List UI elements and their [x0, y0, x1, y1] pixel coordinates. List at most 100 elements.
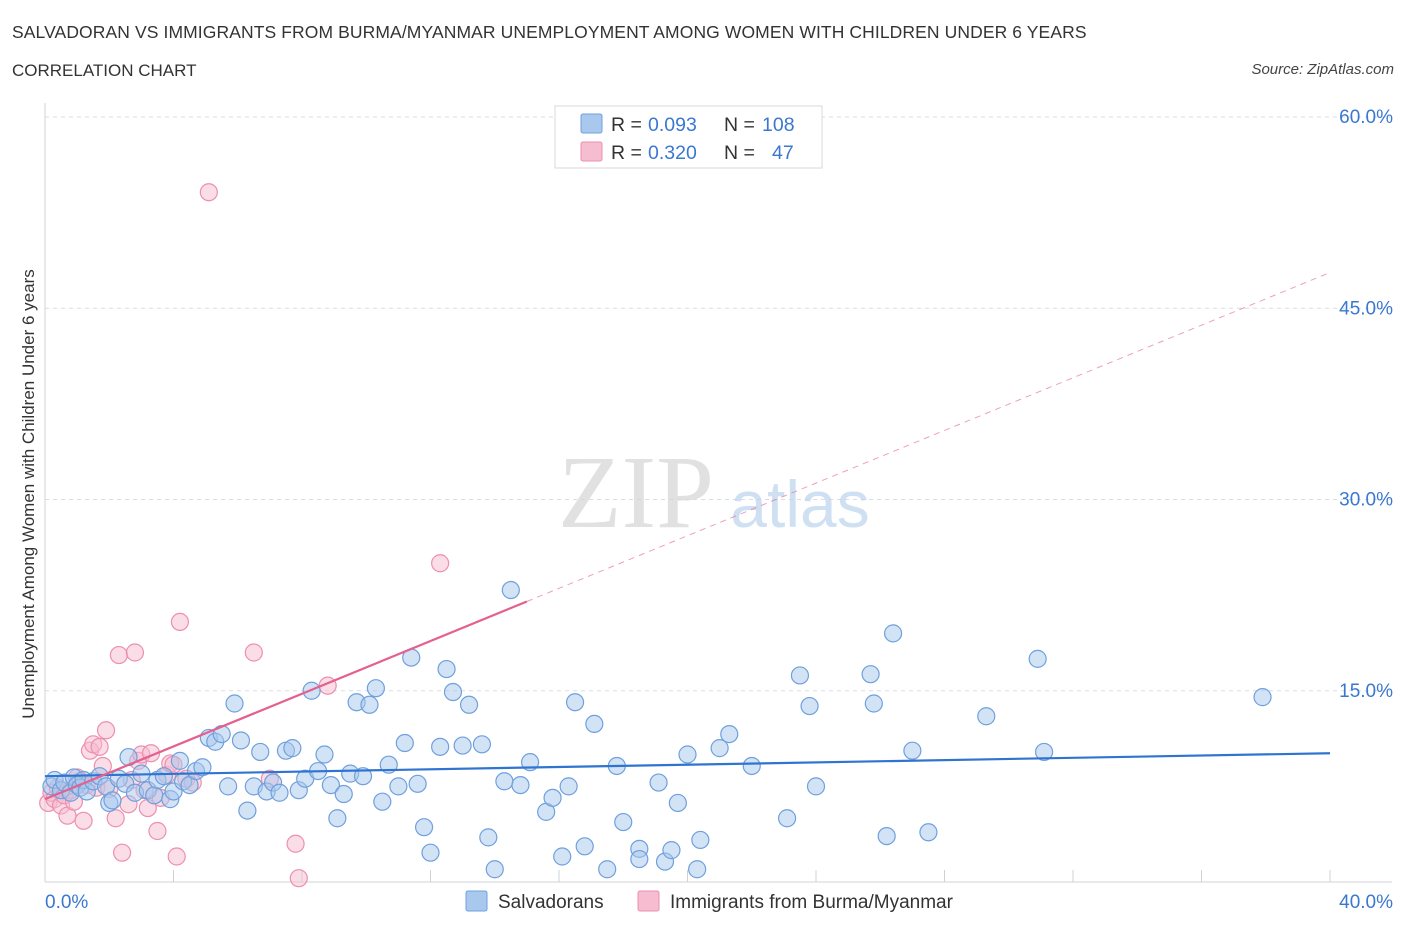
series-salvadorans-points	[42, 580, 1272, 879]
series-legend-label-immigrants: Immigrants from Burma/Myanmar	[670, 892, 954, 913]
salvadorans-point	[678, 745, 697, 764]
salvadorans-point	[103, 791, 122, 810]
salvadorans-point	[479, 828, 498, 847]
salvadorans-point	[373, 792, 392, 811]
watermark-atlas: atlas	[730, 467, 869, 541]
salvadorans-point	[437, 659, 456, 679]
salvadorans-point	[251, 742, 270, 762]
salvadorans-point	[668, 793, 687, 813]
salvadorans-point	[334, 784, 353, 804]
salvadorans-point	[353, 767, 373, 786]
salvadorans-point	[575, 837, 594, 856]
salvadorans-point	[472, 735, 491, 754]
y-tick-label: 30.0%	[1339, 490, 1393, 511]
immigrants-trend-extension	[526, 272, 1331, 602]
salvadorans-point	[585, 714, 604, 734]
salvadorans-point	[328, 809, 347, 828]
y-axis-label: Unemployment Among Women with Children U…	[19, 269, 38, 718]
salvadorans-point	[145, 786, 164, 805]
immigrants-point	[125, 643, 145, 662]
salvadorans-point	[485, 860, 504, 879]
salvadorans-point	[883, 624, 903, 643]
series-legend-swatch-immigrants	[637, 890, 660, 912]
salvadorans-point	[270, 783, 289, 802]
immigrants-point	[109, 645, 128, 665]
salvadorans-point	[453, 736, 472, 755]
immigrants-point	[167, 847, 186, 866]
salvadorans-point	[1028, 649, 1047, 668]
y-tick-label: 45.0%	[1339, 298, 1393, 319]
salvadorans-point	[501, 580, 520, 600]
y-tick-label: 15.0%	[1339, 681, 1393, 702]
series-legend: Salvadorans Immigrants from Burma/Myanma…	[465, 890, 954, 913]
stats-legend: R = 0.093 N = 108 R = 0.320 N = 47	[554, 105, 823, 169]
x-tick-label: 0.0%	[45, 892, 88, 913]
salvadorans-point	[800, 696, 819, 716]
salvadorans-point	[919, 823, 938, 842]
stats-legend-r-value-salvadorans: 0.093	[648, 114, 697, 136]
salvadorans-point	[366, 679, 385, 698]
salvadorans-point	[720, 724, 739, 744]
immigrants-point	[90, 737, 109, 756]
stats-legend-r-value-immigrants: 0.320	[648, 142, 697, 164]
salvadorans-point	[806, 777, 826, 796]
salvadorans-point	[977, 707, 996, 726]
salvadorans-point	[495, 772, 514, 791]
salvadorans-point	[742, 756, 761, 776]
salvadorans-point	[389, 777, 408, 796]
salvadorans-point	[565, 693, 585, 712]
salvadorans-point	[662, 841, 681, 860]
source-label: Source: ZipAtlas.com	[1251, 61, 1394, 78]
watermark-zip: ZIP	[558, 435, 714, 550]
salvadorans-point	[511, 775, 530, 795]
salvadorans-point	[315, 745, 334, 764]
immigrants-point	[106, 809, 125, 828]
salvadorans-point	[443, 682, 463, 702]
salvadorans-point	[864, 694, 883, 713]
salvadorans-point	[543, 788, 562, 807]
x-tick-label: 40.0%	[1339, 892, 1393, 913]
series-legend-swatch-salvadorans	[465, 890, 488, 912]
stats-legend-r-label-immigrants: R =	[611, 142, 642, 164]
salvadorans-point	[421, 843, 440, 862]
salvadorans-point	[431, 737, 450, 756]
salvadorans-point	[598, 860, 617, 879]
salvadorans-point	[710, 739, 729, 758]
stats-legend-r-label-salvadorans: R =	[611, 114, 642, 136]
grid-layer	[45, 116, 1390, 692]
salvadorans-point	[614, 812, 633, 832]
salvadorans-point	[559, 777, 578, 796]
tick-labels: 15.0% 30.0% 45.0% 60.0% 0.0% 40.0%	[45, 107, 1393, 913]
stats-legend-n-value-salvadorans: 108	[762, 114, 795, 136]
immigrants-point	[112, 843, 132, 862]
salvadorans-point	[238, 801, 257, 820]
salvadorans-point	[231, 731, 251, 750]
salvadorans-point	[861, 665, 880, 684]
salvadorans-trend-line	[44, 752, 1331, 778]
salvadorans-point	[219, 777, 238, 796]
salvadorans-point	[414, 818, 434, 837]
salvadorans-point	[193, 758, 212, 777]
trend-lines	[44, 272, 1331, 801]
watermark: ZIP atlas	[558, 435, 870, 550]
salvadorans-point	[225, 694, 244, 713]
salvadorans-point	[170, 751, 190, 770]
immigrants-point	[96, 721, 116, 740]
salvadorans-point	[154, 767, 173, 786]
salvadorans-point	[1253, 688, 1272, 707]
salvadorans-point	[459, 695, 479, 714]
immigrants-point	[289, 869, 308, 888]
immigrants-point	[286, 834, 305, 853]
salvadorans-point	[1034, 742, 1054, 762]
salvadorans-point	[321, 775, 341, 795]
series-legend-label-salvadorans: Salvadorans	[498, 892, 604, 913]
immigrants-point	[244, 643, 263, 662]
stats-legend-swatch-immigrants	[580, 141, 603, 162]
salvadorans-point	[790, 666, 810, 685]
salvadorans-point	[688, 860, 707, 879]
stats-legend-n-value-immigrants: 47	[772, 142, 794, 164]
immigrants-point	[74, 811, 93, 830]
stats-legend-n-label-immigrants: N =	[724, 142, 755, 164]
salvadorans-point	[630, 849, 649, 869]
